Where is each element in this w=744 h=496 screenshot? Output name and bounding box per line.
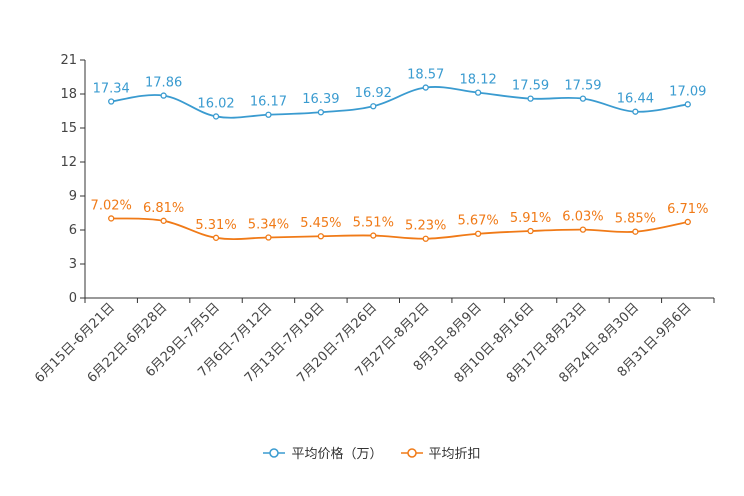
data-point-1 xyxy=(212,234,220,241)
legend-price-label: 平均价格（万） xyxy=(291,447,383,462)
data-label-0: 17.59 xyxy=(564,79,601,94)
data-point-0 xyxy=(108,98,115,105)
data-point-0 xyxy=(370,103,377,110)
data-label-1: 5.31% xyxy=(195,218,236,233)
data-label-1: 5.51% xyxy=(353,216,394,231)
y-tick-label: 6 xyxy=(69,223,77,238)
data-label-1: 6.03% xyxy=(562,210,603,225)
data-point-1 xyxy=(422,235,429,242)
data-label-0: 17.86 xyxy=(145,76,182,91)
data-point-1 xyxy=(265,234,272,241)
data-point-1 xyxy=(474,230,482,237)
data-label-0: 17.09 xyxy=(669,84,706,99)
data-point-0 xyxy=(527,95,534,102)
y-tick-label: 15 xyxy=(60,121,77,136)
data-point-0 xyxy=(317,109,325,116)
data-point-1 xyxy=(317,233,325,240)
series-line-1 xyxy=(111,217,688,241)
data-label-1: 6.71% xyxy=(667,202,708,217)
data-point-1 xyxy=(632,228,639,235)
y-tick-label: 0 xyxy=(69,291,77,306)
chart-legend: 平均价格（万） 平均折扣 xyxy=(0,443,744,462)
data-point-0 xyxy=(684,101,691,108)
legend-discount-label: 平均折扣 xyxy=(428,447,481,462)
data-label-1: 5.85% xyxy=(615,212,656,227)
data-label-1: 5.91% xyxy=(510,211,551,226)
data-point-1 xyxy=(160,217,167,224)
legend-item-price[interactable]: 平均价格（万） xyxy=(263,443,383,462)
data-label-1: 5.23% xyxy=(405,219,446,234)
data-label-0: 16.39 xyxy=(302,92,339,107)
y-tick-label: 12 xyxy=(60,155,77,170)
data-point-1 xyxy=(579,226,587,233)
y-tick-label: 21 xyxy=(60,53,77,68)
data-label-0: 17.34 xyxy=(93,81,130,96)
data-label-0: 17.59 xyxy=(512,79,549,94)
data-point-0 xyxy=(632,108,639,115)
data-label-0: 16.44 xyxy=(617,92,654,107)
data-label-1: 6.81% xyxy=(143,201,184,216)
data-point-1 xyxy=(684,218,691,226)
data-label-0: 16.92 xyxy=(355,86,392,101)
data-point-0 xyxy=(579,95,587,102)
data-point-0 xyxy=(212,113,220,120)
data-point-1 xyxy=(108,215,115,222)
data-point-0 xyxy=(265,111,272,118)
data-label-0: 16.02 xyxy=(197,96,234,111)
data-label-0: 18.12 xyxy=(460,73,497,88)
data-point-0 xyxy=(422,84,429,91)
legend-price-marker-icon xyxy=(263,447,286,458)
legend-item-discount[interactable]: 平均折扣 xyxy=(400,443,481,462)
data-point-1 xyxy=(370,232,377,239)
legend-discount-marker-icon xyxy=(400,447,423,458)
data-point-0 xyxy=(474,89,482,96)
data-label-0: 18.57 xyxy=(407,68,444,83)
data-label-1: 7.02% xyxy=(91,198,132,213)
data-point-0 xyxy=(160,92,167,99)
data-label-1: 5.34% xyxy=(248,217,289,232)
y-tick-label: 9 xyxy=(69,189,77,204)
y-tick-label: 3 xyxy=(69,257,77,272)
data-point-1 xyxy=(527,227,534,235)
series-line-0 xyxy=(111,86,688,119)
data-label-0: 16.17 xyxy=(250,95,287,110)
data-label-1: 5.45% xyxy=(300,216,341,231)
data-label-1: 5.67% xyxy=(457,214,498,229)
y-tick-label: 18 xyxy=(60,87,77,102)
